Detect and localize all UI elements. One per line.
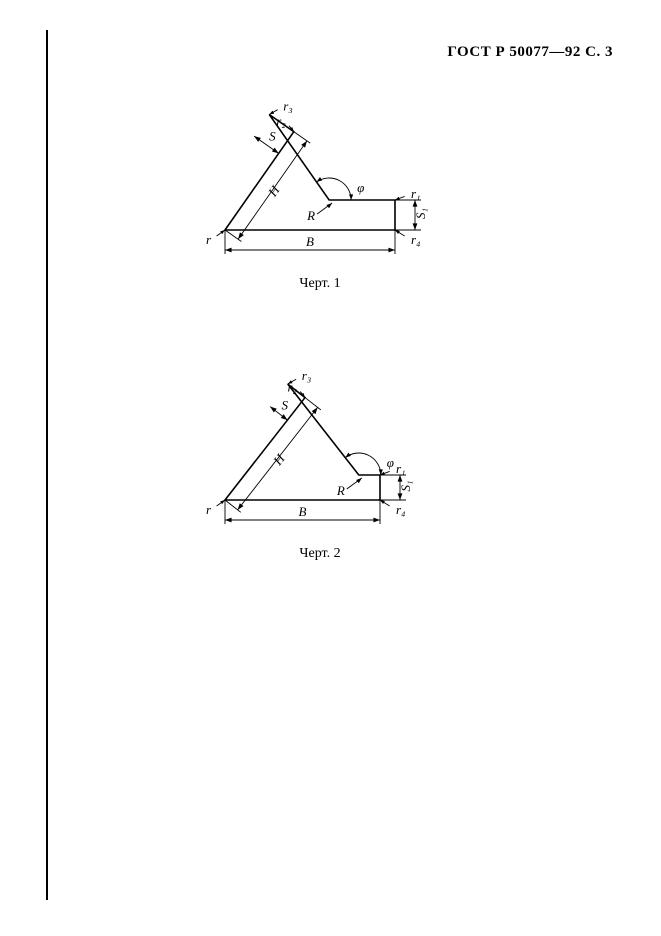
svg-text:φ: φ	[387, 455, 394, 470]
svg-text:r₃: r₃	[283, 98, 293, 113]
page: ГОСТ Р 50077—92 С. 3 ВS₁HSφRrr₁r₄r₂r₃ Че…	[0, 0, 661, 936]
svg-text:r₄: r₄	[411, 232, 421, 247]
figure-2: ВS₁HSφRrr₁r₄r₂r₃ Черт. 2	[170, 330, 470, 562]
svg-text:S₁: S₁	[413, 208, 428, 219]
svg-text:φ: φ	[357, 180, 364, 195]
figure-2-caption: Черт. 2	[170, 546, 470, 562]
svg-text:R: R	[306, 208, 315, 223]
svg-text:r₁: r₁	[396, 461, 406, 476]
left-margin-rule	[46, 30, 48, 900]
svg-text:В: В	[306, 234, 314, 249]
svg-text:r₃: r₃	[302, 368, 312, 383]
figure-1: ВS₁HSφRrr₁r₄r₂r₃ Черт. 1	[170, 80, 470, 292]
svg-text:r₁: r₁	[411, 186, 421, 201]
page-header: ГОСТ Р 50077—92 С. 3	[447, 44, 613, 61]
svg-text:r₂: r₂	[276, 114, 286, 129]
svg-text:R: R	[336, 483, 345, 498]
figure-1-caption: Черт. 1	[170, 276, 470, 292]
svg-text:S: S	[282, 397, 289, 412]
svg-text:S: S	[269, 129, 276, 144]
figure-1-drawing: ВS₁HSφRrr₁r₄r₂r₃	[170, 80, 470, 270]
svg-text:r₄: r₄	[396, 502, 406, 517]
svg-text:r: r	[206, 502, 212, 517]
svg-text:r₂: r₂	[287, 380, 297, 395]
svg-text:r: r	[206, 232, 212, 247]
svg-text:S₁: S₁	[398, 480, 413, 491]
svg-text:В: В	[299, 504, 307, 519]
figure-2-drawing: ВS₁HSφRrr₁r₄r₂r₃	[170, 330, 470, 540]
